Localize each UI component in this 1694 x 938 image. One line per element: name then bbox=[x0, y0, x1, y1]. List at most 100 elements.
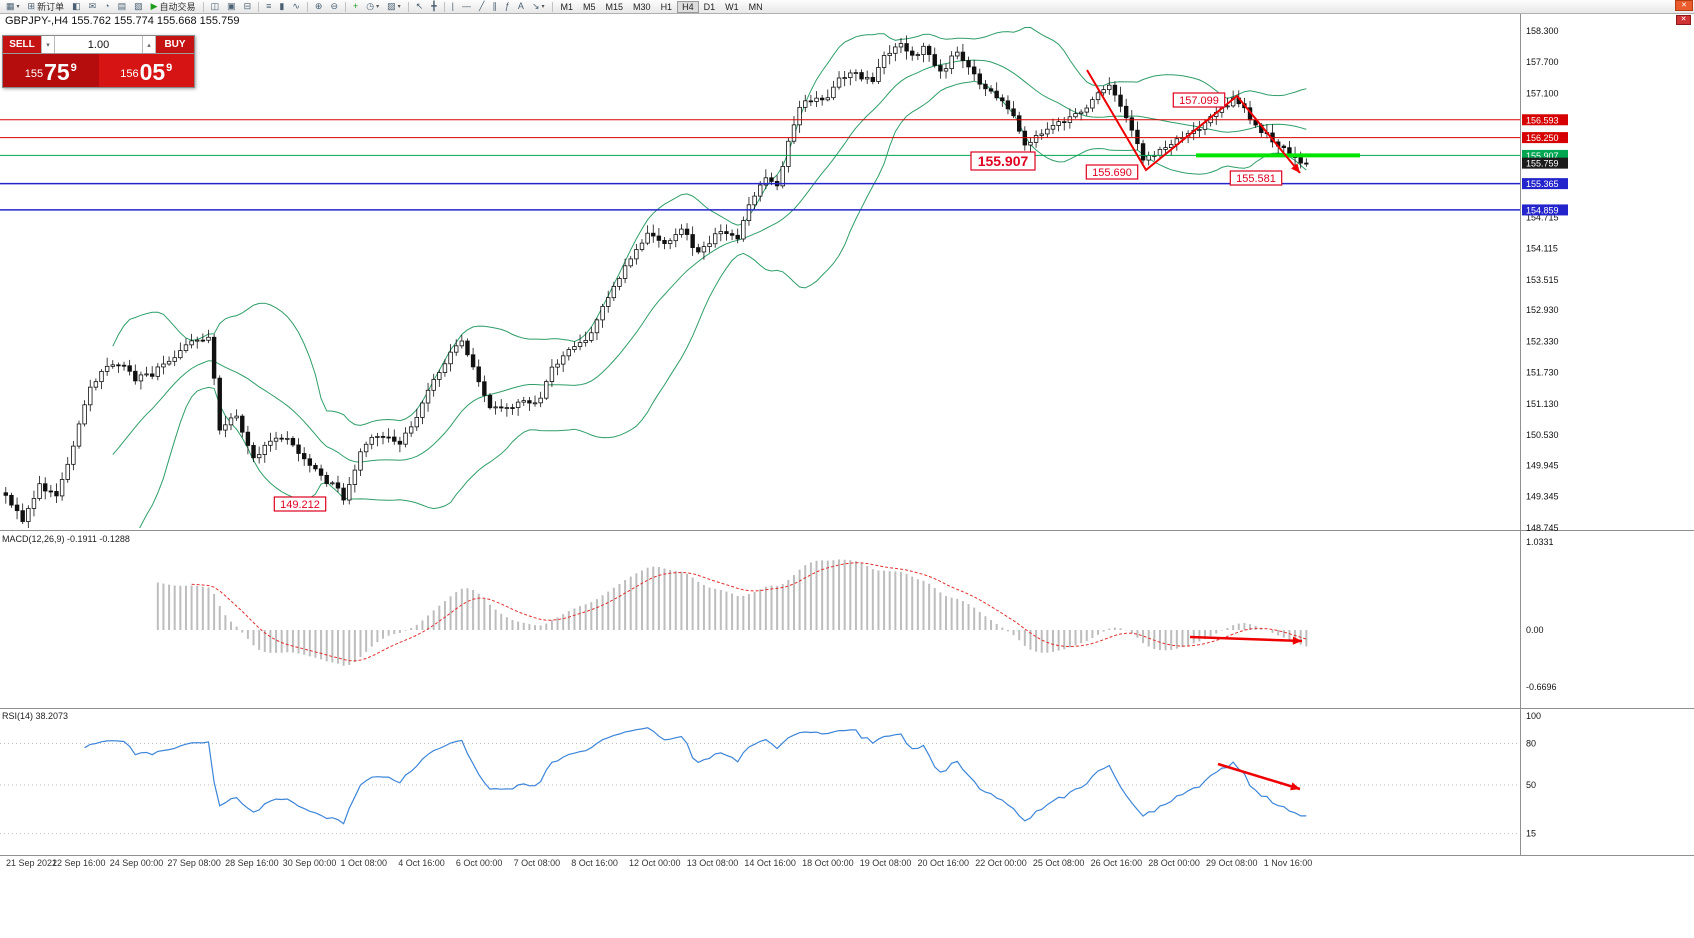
svg-text:80: 80 bbox=[1526, 739, 1536, 749]
timeframe-w1[interactable]: W1 bbox=[725, 1, 739, 12]
timeframe-h4[interactable]: H4 bbox=[677, 0, 699, 13]
buy-price-pip: 9 bbox=[166, 62, 173, 74]
volume-increase-button[interactable]: ▴ bbox=[142, 36, 156, 53]
timeframe-mn[interactable]: MN bbox=[748, 1, 763, 12]
toolbar-separator bbox=[551, 1, 553, 12]
new-order-button-label: 新订单 bbox=[37, 2, 65, 12]
svg-text:154.115: 154.115 bbox=[1526, 244, 1558, 254]
tile-windows-button[interactable]: ◫ bbox=[207, 1, 224, 13]
candlestick-chart-button[interactable]: ▮ bbox=[275, 1, 288, 13]
svg-text:149.345: 149.345 bbox=[1526, 492, 1559, 502]
pane-separators bbox=[0, 14, 1694, 856]
price-annotation-box bbox=[1172, 92, 1226, 108]
timeframe-m30[interactable]: M30 bbox=[633, 1, 651, 12]
rsi-indicator-label: RSI(14) 38.2073 bbox=[2, 711, 69, 721]
periods-button[interactable]: ◷ ▾ bbox=[362, 1, 383, 13]
channel-button[interactable]: ∥ bbox=[488, 1, 501, 13]
svg-text:155.907: 155.907 bbox=[1526, 151, 1559, 161]
mail-icon: ✉ bbox=[88, 1, 97, 11]
line-chart-button[interactable]: ∿ bbox=[288, 1, 304, 13]
macd-indicator-label: MACD(12,26,9) -0.1911 -0.1288 bbox=[2, 534, 130, 544]
timeframe-h1[interactable]: H1 bbox=[660, 1, 673, 12]
arrange-windows-button[interactable]: ⊟ bbox=[240, 1, 256, 13]
arrows-icon: ↘ bbox=[531, 1, 540, 11]
volume-decrease-button[interactable]: ▾ bbox=[41, 36, 55, 53]
svg-text:154.859: 154.859 bbox=[1526, 205, 1559, 215]
price-badge bbox=[1522, 114, 1568, 126]
svg-text:1 Nov 16:00: 1 Nov 16:00 bbox=[1264, 858, 1313, 868]
svg-text:158.300: 158.300 bbox=[1526, 26, 1559, 36]
one-click-trading-panel: SELL ▾ ▴ BUY 155 75 9 156 05 9 bbox=[2, 35, 195, 88]
svg-text:25 Oct 08:00: 25 Oct 08:00 bbox=[1033, 858, 1085, 868]
new-order-icon: ⊞ bbox=[27, 1, 36, 11]
window-close-button[interactable]: ✕ bbox=[1675, 0, 1693, 11]
fibonacci-button[interactable]: ƒ bbox=[501, 1, 514, 13]
trendline-button[interactable]: ╱ bbox=[475, 1, 488, 13]
bar-chart-button[interactable]: ≡ bbox=[262, 1, 275, 13]
price-annotation-box bbox=[1229, 170, 1283, 186]
arrows-button[interactable]: ↘ ▾ bbox=[528, 1, 549, 13]
svg-text:26 Oct 16:00: 26 Oct 16:00 bbox=[1091, 858, 1143, 868]
macd-pane bbox=[156, 559, 1308, 666]
price-scale[interactable]: 158.300 157.700 157.100 154.715 154.115 153.5… bbox=[1522, 26, 1568, 838]
fibonacci-icon: ƒ bbox=[504, 1, 510, 11]
vertical-line-button[interactable]: | bbox=[448, 1, 458, 13]
zoom-in-icon: ⊕ bbox=[314, 1, 323, 11]
terminal-button[interactable]: ▤ bbox=[114, 1, 131, 13]
chart-title: GBPJPY-,H4 155.762 155.774 155.668 155.7… bbox=[5, 15, 240, 27]
strategy-tester-button[interactable]: ▧ bbox=[130, 1, 147, 13]
crosshair-button[interactable]: ╋ bbox=[427, 1, 440, 13]
svg-text:6 Oct 00:00: 6 Oct 00:00 bbox=[456, 858, 503, 868]
svg-text:157.099: 157.099 bbox=[1179, 95, 1219, 107]
sell-price-prefix: 155 bbox=[24, 68, 44, 81]
mail-button[interactable]: ✉ bbox=[85, 1, 101, 13]
history-center-icon: ◔ bbox=[104, 1, 110, 11]
svg-text:149.945: 149.945 bbox=[1526, 460, 1559, 470]
market-watch-button[interactable]: ◧ bbox=[68, 1, 85, 13]
cursor-button[interactable]: ↖ bbox=[412, 1, 428, 13]
price-badge bbox=[1522, 149, 1568, 161]
buy-tab[interactable]: BUY bbox=[156, 36, 194, 53]
history-center-button[interactable]: ◔ bbox=[100, 1, 113, 13]
sell-price-button[interactable]: 155 75 9 bbox=[3, 54, 99, 87]
autotrading-button[interactable]: ▶ 自动交易 bbox=[147, 1, 200, 13]
price-badge bbox=[1522, 157, 1568, 169]
timeframe-m15[interactable]: M15 bbox=[605, 1, 624, 12]
new-order-button[interactable]: ⊞ 新订单 bbox=[24, 1, 69, 13]
price-badge bbox=[1522, 204, 1568, 216]
timeframe-m1[interactable]: M1 bbox=[560, 1, 574, 12]
autotrading-button-label: 自动交易 bbox=[159, 2, 196, 12]
buy-price-button[interactable]: 156 05 9 bbox=[98, 54, 194, 87]
cascade-windows-button[interactable]: ▣ bbox=[223, 1, 240, 13]
vertical-line-icon: | bbox=[451, 1, 454, 11]
zoom-in-button[interactable]: ⊕ bbox=[311, 1, 327, 13]
horizontal-line-button[interactable]: ― bbox=[458, 1, 475, 13]
sell-tab[interactable]: SELL bbox=[3, 36, 41, 53]
trade-volume-row: SELL ▾ ▴ BUY bbox=[3, 36, 194, 54]
chart-close-button[interactable]: ✕ bbox=[1676, 15, 1691, 25]
indicators-button[interactable]: + bbox=[349, 1, 362, 13]
svg-text:7 Oct 08:00: 7 Oct 08:00 bbox=[514, 858, 561, 868]
buy-price-main: 05 bbox=[139, 59, 166, 85]
strategy-tester-icon: ▧ bbox=[134, 1, 143, 11]
svg-text:18 Oct 00:00: 18 Oct 00:00 bbox=[802, 858, 854, 868]
new-chart-button[interactable]: ▦ ▾ bbox=[2, 1, 24, 13]
timeframe-d1[interactable]: D1 bbox=[703, 1, 716, 12]
zoom-out-button[interactable]: ⊖ bbox=[326, 1, 342, 13]
svg-text:21 Sep 2021: 21 Sep 2021 bbox=[6, 858, 57, 868]
timeframe-m5[interactable]: M5 bbox=[583, 1, 596, 12]
text-label-button[interactable]: A bbox=[514, 1, 528, 13]
svg-text:155.907: 155.907 bbox=[978, 153, 1029, 169]
svg-text:151.730: 151.730 bbox=[1526, 368, 1559, 378]
trendline-icon: ╱ bbox=[478, 1, 485, 11]
caret-down-icon: ▾ bbox=[376, 4, 380, 10]
volume-input[interactable] bbox=[55, 36, 142, 53]
templates-button[interactable]: ▨ ▾ bbox=[383, 1, 405, 13]
svg-text:-0.6696: -0.6696 bbox=[1526, 682, 1557, 692]
cascade-windows-icon: ▣ bbox=[227, 1, 236, 11]
price-badge bbox=[1522, 178, 1568, 190]
svg-text:15: 15 bbox=[1526, 828, 1536, 838]
svg-text:24 Sep 00:00: 24 Sep 00:00 bbox=[110, 858, 164, 868]
